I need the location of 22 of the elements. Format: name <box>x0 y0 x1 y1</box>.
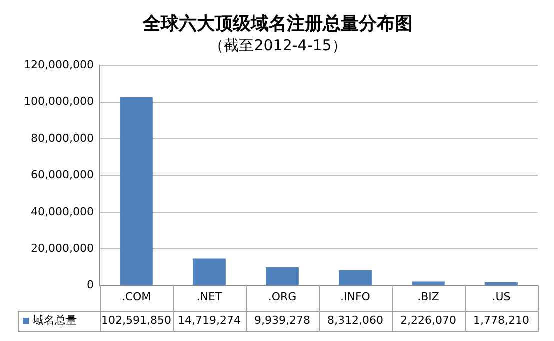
y-tick-label: 120,000,000 <box>24 58 94 72</box>
x-tick-label: .NET <box>196 290 222 304</box>
y-tick-label: 80,000,000 <box>30 132 94 145</box>
data-label: 2,226,070 <box>400 314 456 327</box>
x-tick-label: .US <box>492 290 511 304</box>
x-tick-label: .ORG <box>268 290 297 304</box>
data-label: 8,312,060 <box>328 314 384 327</box>
chart-title: 全球六大顶级域名注册总量分布图 <box>142 13 413 34</box>
data-label: 14,719,274 <box>178 314 241 327</box>
y-tick-label: 0 <box>86 278 94 292</box>
chart-subtitle: （截至2012-4-15） <box>209 36 347 54</box>
y-tick-label: 100,000,000 <box>24 95 94 108</box>
y-tick-label: 20,000,000 <box>30 242 94 255</box>
legend-label: 域名总量 <box>32 314 77 327</box>
x-tick-label: .COM <box>122 290 152 304</box>
data-label: 1,778,210 <box>474 314 530 327</box>
data-label: 9,939,278 <box>254 314 310 327</box>
x-tick-label: .BIZ <box>418 290 440 304</box>
x-tick-label: .INFO <box>340 290 371 304</box>
y-tick-label: 60,000,000 <box>30 168 94 182</box>
y-tick-label: 40,000,000 <box>30 205 94 218</box>
data-label: 102,591,850 <box>101 314 172 327</box>
